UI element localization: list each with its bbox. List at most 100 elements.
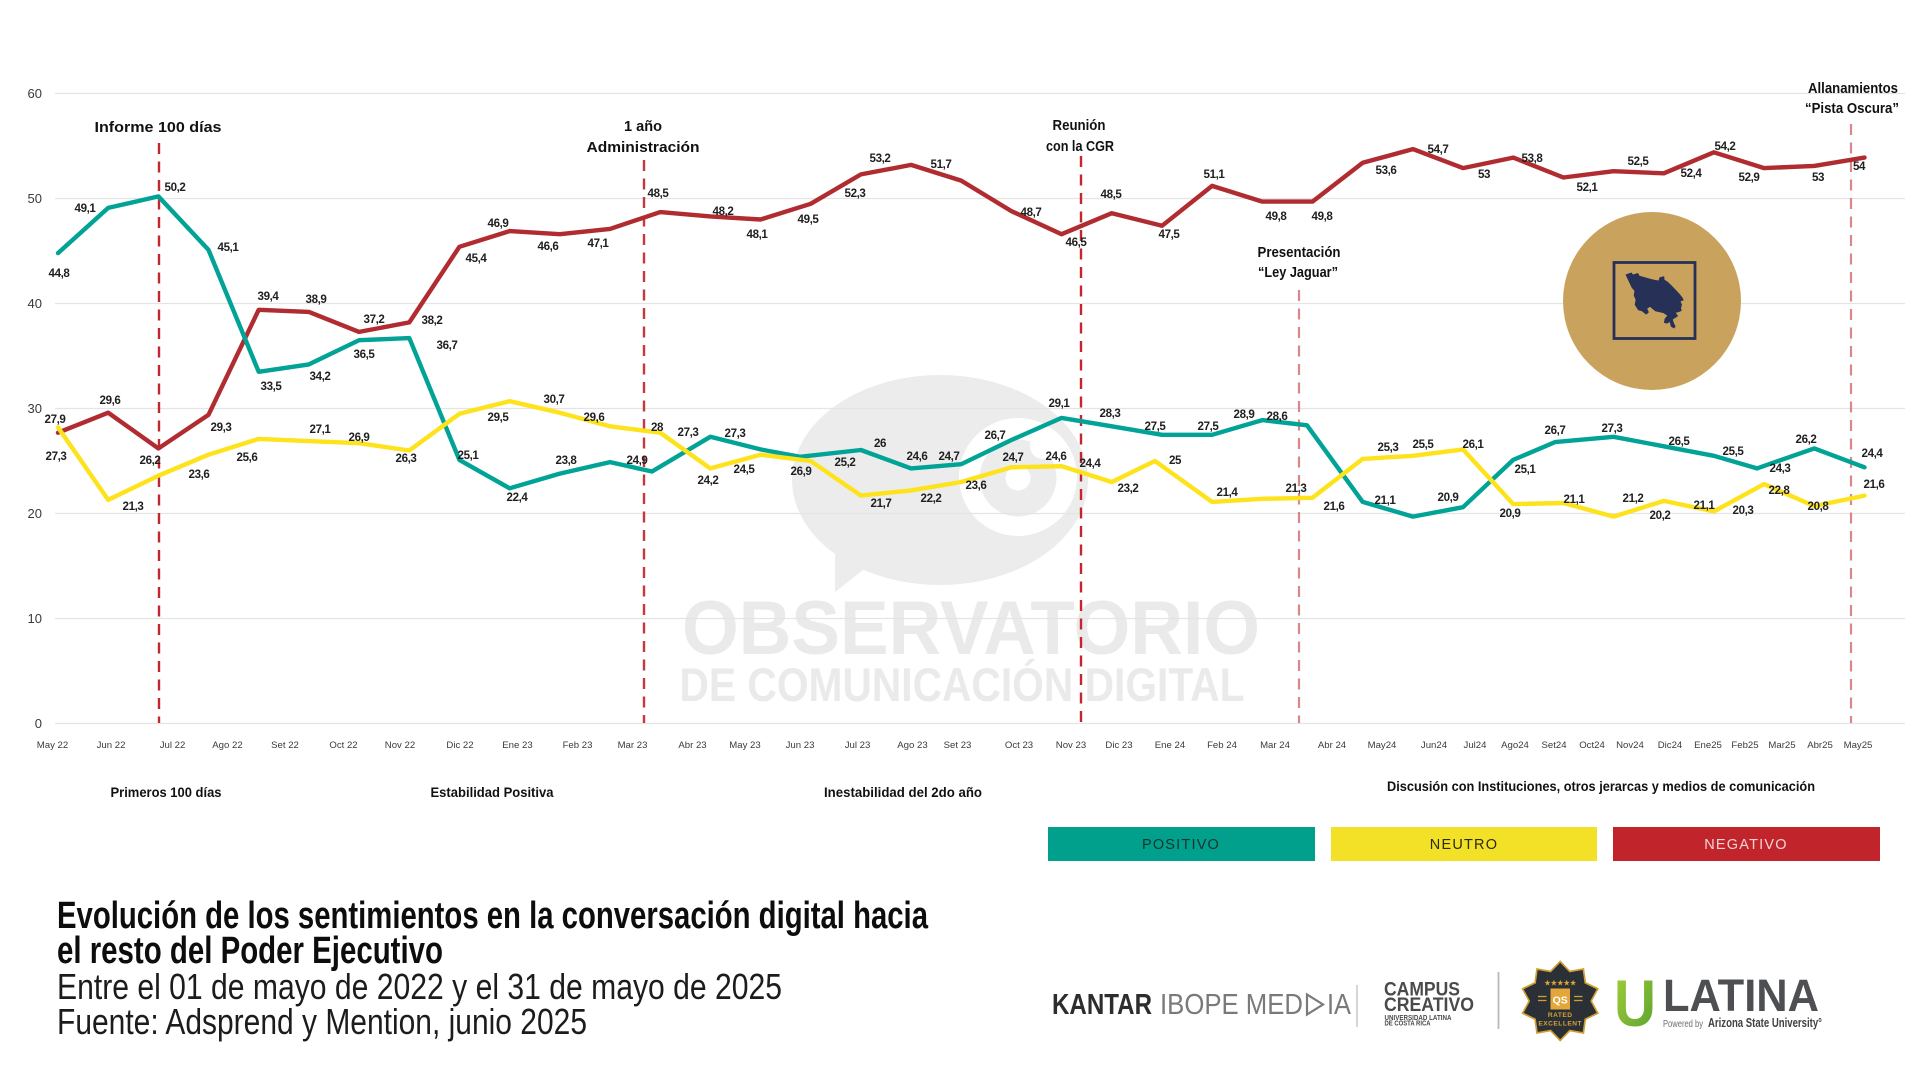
svg-text:U: U bbox=[1614, 966, 1656, 1040]
svg-text:“Pista Oscura”: “Pista Oscura” bbox=[1805, 101, 1899, 117]
svg-text:Jul 23: Jul 23 bbox=[845, 740, 871, 751]
svg-text:May 23: May 23 bbox=[729, 740, 760, 751]
svg-text:47,5: 47,5 bbox=[1159, 228, 1181, 241]
svg-text:24,6: 24,6 bbox=[1046, 450, 1068, 463]
svg-text:Primeros 100 días: Primeros 100 días bbox=[111, 784, 222, 800]
svg-text:Reunión: Reunión bbox=[1053, 118, 1106, 134]
svg-text:Set24: Set24 bbox=[1541, 740, 1567, 751]
svg-text:52,5: 52,5 bbox=[1628, 155, 1650, 168]
svg-text:34,2: 34,2 bbox=[310, 370, 331, 383]
svg-text:May 22: May 22 bbox=[37, 740, 68, 751]
svg-text:Estabilidad Positiva: Estabilidad Positiva bbox=[431, 784, 554, 800]
svg-text:26: 26 bbox=[874, 437, 887, 450]
svg-text:el resto del Poder Ejecutivo: el resto del Poder Ejecutivo bbox=[57, 930, 443, 972]
svg-text:Jun 23: Jun 23 bbox=[786, 740, 815, 751]
svg-text:Mar 24: Mar 24 bbox=[1260, 740, 1291, 751]
svg-text:50: 50 bbox=[28, 191, 42, 206]
svg-text:23,6: 23,6 bbox=[966, 479, 988, 492]
svg-text:45,1: 45,1 bbox=[218, 241, 240, 254]
svg-text:49,5: 49,5 bbox=[798, 213, 820, 226]
svg-text:48,5: 48,5 bbox=[1101, 188, 1123, 201]
svg-text:24,6: 24,6 bbox=[907, 450, 929, 463]
svg-text:Entre el 01 de mayo de 2022 y: Entre el 01 de mayo de 2022 y el 31 de m… bbox=[57, 966, 782, 1007]
svg-text:EXCELLENT: EXCELLENT bbox=[1538, 1021, 1582, 1028]
svg-text:21,1: 21,1 bbox=[1375, 494, 1397, 507]
svg-text:47,1: 47,1 bbox=[588, 237, 610, 250]
svg-text:Ago 22: Ago 22 bbox=[212, 740, 242, 751]
svg-text:22,4: 22,4 bbox=[507, 491, 529, 504]
svg-text:1 año: 1 año bbox=[624, 119, 662, 135]
svg-text:Jul 22: Jul 22 bbox=[160, 740, 186, 751]
svg-text:24,4: 24,4 bbox=[1080, 457, 1102, 470]
svg-text:20,2: 20,2 bbox=[1650, 509, 1671, 522]
svg-text:25,5: 25,5 bbox=[1723, 445, 1745, 458]
svg-text:DE COMUNICACIÓN DIGITAL: DE COMUNICACIÓN DIGITAL bbox=[680, 658, 1245, 711]
svg-text:25,6: 25,6 bbox=[237, 451, 259, 464]
svg-text:Allanamientos: Allanamientos bbox=[1808, 81, 1898, 97]
svg-text:21,7: 21,7 bbox=[871, 497, 892, 510]
svg-text:48,2: 48,2 bbox=[713, 205, 734, 218]
svg-text:54,7: 54,7 bbox=[1428, 143, 1449, 156]
svg-text:Oct 22: Oct 22 bbox=[329, 740, 357, 751]
svg-text:RATED: RATED bbox=[1548, 1012, 1573, 1019]
svg-text:KANTAR: KANTAR bbox=[1052, 989, 1152, 1021]
svg-text:Ene 24: Ene 24 bbox=[1155, 740, 1186, 751]
svg-text:21,3: 21,3 bbox=[1286, 482, 1308, 495]
svg-text:38,2: 38,2 bbox=[422, 314, 443, 327]
svg-text:Nov 23: Nov 23 bbox=[1056, 740, 1086, 751]
svg-text:54: 54 bbox=[1853, 160, 1866, 173]
svg-text:23,2: 23,2 bbox=[1118, 482, 1139, 495]
svg-text:con la CGR: con la CGR bbox=[1046, 139, 1114, 155]
svg-text:21,6: 21,6 bbox=[1864, 478, 1886, 491]
svg-text:28,3: 28,3 bbox=[1100, 407, 1122, 420]
svg-text:Abr 23: Abr 23 bbox=[678, 740, 706, 751]
svg-text:26,9: 26,9 bbox=[791, 465, 813, 478]
svg-text:27,5: 27,5 bbox=[1145, 420, 1167, 433]
svg-text:25,2: 25,2 bbox=[835, 456, 856, 469]
svg-text:49,1: 49,1 bbox=[75, 202, 97, 215]
svg-text:26,1: 26,1 bbox=[1463, 438, 1485, 451]
svg-text:Mar25: Mar25 bbox=[1768, 740, 1795, 751]
svg-text:46,6: 46,6 bbox=[538, 240, 560, 253]
svg-text:26,7: 26,7 bbox=[985, 429, 1006, 442]
svg-text:“Ley Jaguar”: “Ley Jaguar” bbox=[1258, 265, 1338, 281]
svg-text:27,3: 27,3 bbox=[46, 450, 68, 463]
svg-text:Nov24: Nov24 bbox=[1616, 740, 1644, 751]
svg-text:21,3: 21,3 bbox=[123, 500, 145, 513]
svg-text:IBOPE MED: IBOPE MED bbox=[1160, 989, 1303, 1021]
svg-text:Dic 22: Dic 22 bbox=[446, 740, 473, 751]
svg-text:Inestabilidad del 2do año: Inestabilidad del 2do año bbox=[824, 784, 982, 800]
svg-text:DE COSTA RICA: DE COSTA RICA bbox=[1385, 1021, 1431, 1028]
svg-text:36,7: 36,7 bbox=[437, 339, 458, 352]
svg-text:24,2: 24,2 bbox=[698, 474, 719, 487]
svg-text:Jul24: Jul24 bbox=[1464, 740, 1488, 751]
svg-text:22,2: 22,2 bbox=[921, 492, 942, 505]
svg-text:Mar 23: Mar 23 bbox=[618, 740, 648, 751]
svg-text:Jun24: Jun24 bbox=[1421, 740, 1448, 751]
svg-text:Administración: Administración bbox=[587, 140, 700, 156]
svg-text:54,2: 54,2 bbox=[1715, 140, 1736, 153]
svg-text:Dic 23: Dic 23 bbox=[1105, 740, 1132, 751]
svg-text:26,3: 26,3 bbox=[396, 452, 418, 465]
svg-text:Ene 23: Ene 23 bbox=[502, 740, 532, 751]
svg-text:26,7: 26,7 bbox=[1545, 424, 1566, 437]
svg-text:21,1: 21,1 bbox=[1564, 493, 1586, 506]
svg-text:OBSERVATORIO: OBSERVATORIO bbox=[682, 586, 1260, 671]
svg-text:48,1: 48,1 bbox=[747, 228, 769, 241]
svg-text:53,6: 53,6 bbox=[1376, 164, 1398, 177]
svg-text:21,6: 21,6 bbox=[1324, 500, 1346, 513]
svg-text:Feb 23: Feb 23 bbox=[563, 740, 593, 751]
svg-text:May24: May24 bbox=[1368, 740, 1397, 751]
svg-text:Abr 24: Abr 24 bbox=[1318, 740, 1347, 751]
svg-text:Dic24: Dic24 bbox=[1658, 740, 1683, 751]
svg-text:24,5: 24,5 bbox=[734, 463, 756, 476]
svg-text:27,1: 27,1 bbox=[310, 423, 332, 436]
svg-text:20,3: 20,3 bbox=[1733, 504, 1755, 517]
svg-text:36,5: 36,5 bbox=[354, 348, 376, 361]
svg-text:29,3: 29,3 bbox=[211, 421, 233, 434]
svg-text:53,2: 53,2 bbox=[870, 152, 891, 165]
svg-text:23,6: 23,6 bbox=[189, 468, 211, 481]
svg-text:26,2: 26,2 bbox=[1796, 433, 1817, 446]
svg-text:CREATIVO: CREATIVO bbox=[1384, 995, 1474, 1016]
svg-text:30,7: 30,7 bbox=[544, 393, 565, 406]
